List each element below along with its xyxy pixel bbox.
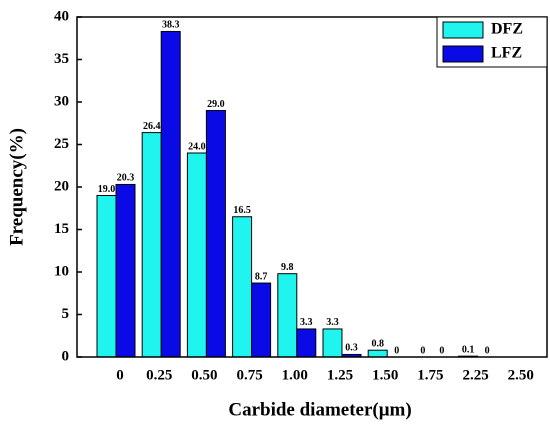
x-tick-label: 1.50 (372, 367, 398, 383)
x-tick-label: 0.75 (236, 367, 262, 383)
bar (232, 216, 253, 358)
value-label: 26.4 (143, 121, 161, 132)
bar (205, 110, 226, 358)
value-label: 0 (394, 345, 399, 356)
plot-frame (76, 16, 548, 358)
value-label: 9.8 (281, 262, 294, 273)
value-label: 38.3 (162, 20, 180, 31)
value-label: 0.8 (371, 338, 384, 349)
x-tick-label: 2.50 (508, 367, 534, 383)
x-tick-label: 0.25 (146, 367, 172, 383)
y-axis-label: Frequency(%) (6, 128, 27, 246)
x-tick-label: 1.75 (417, 367, 443, 383)
value-label: 0 (439, 345, 444, 356)
bar (186, 152, 207, 358)
value-label: 24.0 (188, 141, 206, 152)
bar (96, 195, 117, 358)
bar (141, 132, 162, 358)
bar (115, 183, 136, 358)
bar (160, 30, 181, 358)
y-tick-label: 25 (54, 136, 69, 152)
y-tick-label: 5 (62, 306, 70, 322)
x-tick-label: 0.50 (191, 367, 217, 383)
bar (367, 349, 388, 358)
legend-swatch (442, 21, 484, 39)
x-tick-label: 2.25 (462, 367, 488, 383)
x-tick-label: 1.25 (327, 367, 353, 383)
y-tick-label: 35 (54, 51, 69, 67)
y-tick-label: 0 (62, 348, 70, 364)
y-tick-label: 20 (54, 178, 69, 194)
bar (251, 282, 272, 358)
legend-label: DFZ (491, 21, 523, 38)
y-tick-label: 15 (54, 221, 69, 237)
value-label: 3.3 (326, 317, 339, 328)
value-label: 0 (485, 345, 490, 356)
x-tick-label: 1.00 (282, 367, 308, 383)
legend-label: LFZ (491, 45, 522, 62)
value-label: 16.5 (233, 205, 251, 216)
value-label: 3.3 (300, 317, 313, 328)
value-label: 29.0 (207, 99, 225, 110)
bar (322, 328, 343, 358)
value-label: 19.0 (98, 184, 116, 195)
value-label: 8.7 (255, 271, 268, 282)
value-label: 0.3 (345, 343, 358, 354)
y-tick-label: 40 (54, 8, 69, 24)
value-label: 0.1 (462, 344, 475, 355)
x-axis-label: Carbide diameter(μm) (228, 399, 411, 420)
y-tick-label: 10 (54, 263, 69, 279)
bar (296, 328, 317, 358)
value-label: 20.3 (117, 173, 135, 184)
legend-swatch (442, 45, 484, 63)
y-tick-label: 30 (54, 93, 69, 109)
value-label: 0 (420, 345, 425, 356)
bar (277, 273, 298, 358)
x-tick-label: 0 (116, 367, 124, 383)
